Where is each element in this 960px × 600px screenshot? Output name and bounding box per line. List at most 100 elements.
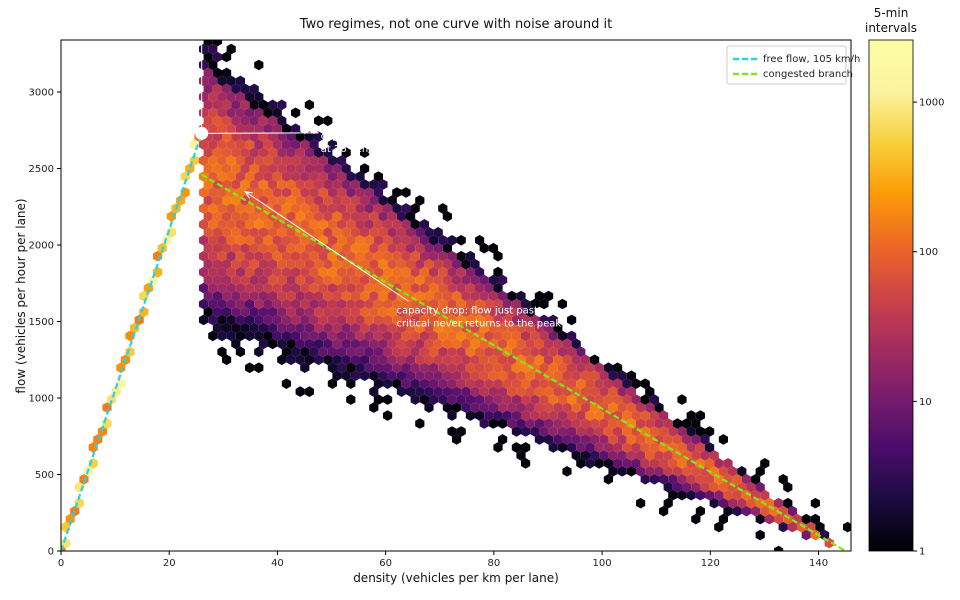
hex-bin <box>281 346 291 358</box>
hex-bin <box>199 203 209 214</box>
hex-bin <box>516 322 526 334</box>
hex-bin <box>240 163 250 174</box>
hex-bin <box>571 402 581 413</box>
hex-bin <box>309 171 319 182</box>
hex-bin <box>843 521 851 533</box>
hex-bin <box>378 338 388 350</box>
hex-bin <box>327 314 337 326</box>
hex-bin <box>590 418 600 429</box>
hex-bin <box>222 51 232 63</box>
hex-bin <box>429 378 439 389</box>
hex-bin <box>378 370 388 381</box>
hex-bin <box>281 235 291 246</box>
hex-bin <box>544 370 554 381</box>
hex-bin <box>231 163 241 174</box>
hex-bin <box>350 179 360 190</box>
hex-bin <box>470 386 480 397</box>
hex-bin <box>599 434 609 445</box>
hex-bin <box>755 513 765 525</box>
hex-bin <box>438 298 448 310</box>
hex-bin <box>222 163 232 174</box>
hex-bin <box>222 115 232 127</box>
hex-bin <box>300 362 310 374</box>
hex-bin <box>516 370 526 381</box>
hex-bin <box>521 346 531 358</box>
hex-bin <box>323 258 333 270</box>
hex-bin <box>304 211 314 222</box>
hex-bin <box>314 131 324 142</box>
hex-bin <box>493 314 503 326</box>
hex-bin <box>396 242 406 254</box>
hex-bin <box>401 219 411 230</box>
hex-bin <box>378 258 388 270</box>
hex-bin <box>286 211 296 222</box>
hex-bin <box>346 187 356 198</box>
hex-bin <box>419 362 429 374</box>
hex-bin <box>277 195 287 206</box>
hex-bin <box>746 497 756 509</box>
hex-bin <box>484 314 494 326</box>
hex-bin <box>295 147 305 158</box>
hex-bin <box>580 402 590 413</box>
hex-bin <box>429 314 439 326</box>
hex-bin <box>617 370 627 381</box>
hex-bin <box>622 410 632 421</box>
hex-bin <box>465 282 475 294</box>
hex-bin <box>415 370 425 381</box>
hex-bin <box>567 346 577 358</box>
hex-bin <box>645 450 655 461</box>
hex-bin <box>456 250 466 262</box>
hex-bin <box>245 314 255 326</box>
hex-bin <box>281 203 291 214</box>
hex-bin <box>645 466 655 477</box>
hex-bin <box>603 442 613 453</box>
hex-bin <box>245 91 255 103</box>
hex-bin <box>272 155 282 166</box>
hex-bin <box>231 211 241 222</box>
hex-bin <box>396 258 406 270</box>
hex-bin <box>212 258 222 270</box>
hex-bin <box>755 466 765 477</box>
hex-bin <box>447 266 457 278</box>
hex-bin <box>240 274 250 286</box>
hex-bin <box>249 290 259 302</box>
hex-bin <box>286 179 296 190</box>
hex-bin <box>254 59 264 71</box>
hex-bin <box>516 306 526 318</box>
hex-bin <box>511 378 521 389</box>
hex-bin <box>360 338 370 350</box>
hex-bin <box>539 394 549 405</box>
hex-bin <box>507 290 517 302</box>
hex-bin <box>452 290 462 302</box>
hex-bin <box>235 282 245 294</box>
hex-bin <box>479 354 489 366</box>
hex-bin <box>677 458 687 469</box>
hex-bin <box>378 195 388 206</box>
hex-bin <box>337 314 347 326</box>
hex-bin <box>314 227 324 238</box>
hex-bin <box>576 378 586 389</box>
hex-bin <box>498 290 508 302</box>
hex-bin <box>447 330 457 342</box>
hex-bin <box>268 195 278 206</box>
hex-bin <box>410 219 420 230</box>
hex-bin <box>208 59 218 71</box>
capacity-annotation-line: capacity 2730 veh/h <box>321 131 423 142</box>
hex-bin <box>557 394 567 405</box>
hex-bin <box>268 179 278 190</box>
hex-bin <box>337 282 347 294</box>
hex-bin <box>346 171 356 182</box>
hex-bin <box>258 274 268 286</box>
hex-bin <box>447 250 457 262</box>
hex-bin <box>364 203 374 214</box>
hex-bin <box>668 458 678 469</box>
hex-bin <box>585 362 595 374</box>
hex-bin <box>277 227 287 238</box>
hex-bin <box>452 274 462 286</box>
hex-bin <box>337 235 347 246</box>
hex-bin <box>235 107 245 119</box>
hex-bin <box>314 306 324 318</box>
hex-bin <box>355 314 365 326</box>
hex-bin <box>304 147 314 158</box>
hex-bin <box>277 131 287 142</box>
